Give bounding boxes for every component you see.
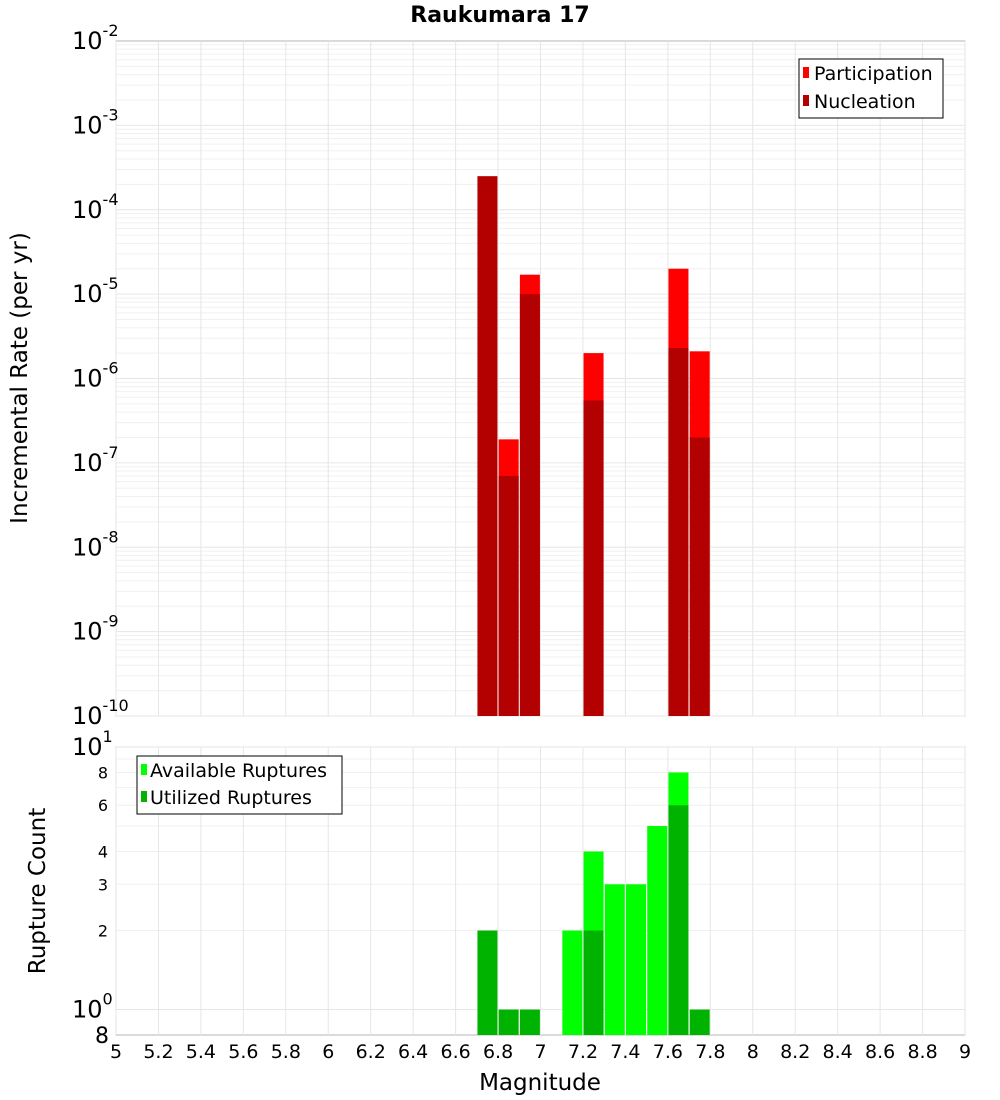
count-y-major-tick-label: 101 (72, 727, 113, 761)
nucleation-bar (668, 347, 689, 716)
utilized-ruptures-bar (668, 805, 689, 1035)
utilized-ruptures-bar (519, 1009, 540, 1035)
rate-legend-box (798, 58, 944, 119)
x-tick-label: 6.4 (398, 1041, 428, 1063)
available-ruptures-bar (626, 884, 647, 1035)
rate-y-axis-label: Incremental Rate (per yr) (7, 232, 33, 524)
rate-y-tick-label: 10-3 (72, 105, 119, 139)
utilized-ruptures-legend-label: Utilized Ruptures (150, 787, 312, 809)
rate-legend: Participation Nucleation (798, 58, 944, 119)
x-tick-label: 6.8 (483, 1041, 513, 1063)
available-ruptures-bar (647, 826, 668, 1035)
rate-y-tick-label: 10-9 (72, 612, 119, 646)
x-tick-label: 7.2 (568, 1041, 598, 1063)
count-legend: Available Ruptures Utilized Ruptures (136, 755, 343, 815)
x-tick-label: 8.4 (823, 1041, 853, 1063)
x-tick-label: 7.6 (653, 1041, 683, 1063)
rate-y-tick-label: 10-8 (72, 527, 119, 561)
count-y-major-tick-label: 100 (72, 990, 113, 1024)
utilized-ruptures-legend-swatch (141, 791, 147, 802)
participation-legend-swatch (803, 67, 809, 78)
x-tick-labels: 5 5.2 5.4 5.6 5.8 6 6.2 6.4 6.6 6.8 7 7.2 7.4 7.6 7.8 8… (110, 1041, 971, 1063)
x-tick-label: 5.8 (271, 1041, 301, 1063)
rate-y-tick-label: 10-4 (72, 190, 119, 224)
utilized-ruptures-bar (498, 1009, 519, 1035)
rate-y-tick-label: 10-10 (72, 696, 129, 730)
nucleation-legend-label: Nucleation (814, 91, 916, 113)
count-y-bottom-tick-label: 8 (95, 1024, 109, 1049)
count-y-minor-tick-label: 6 (98, 796, 108, 815)
x-tick-label: 8.8 (907, 1041, 937, 1063)
rate-bars (477, 176, 710, 716)
nucleation-bar (583, 400, 604, 716)
x-tick-label: 6 (322, 1041, 334, 1063)
x-tick-label: 7.4 (610, 1041, 640, 1063)
available-ruptures-bar (562, 930, 583, 1035)
x-tick-label: 5.4 (186, 1041, 216, 1063)
count-y-minor-tick-label: 8 (98, 763, 108, 782)
x-axis-label: Magnitude (479, 1070, 601, 1096)
x-tick-label: 5.2 (143, 1041, 173, 1063)
nucleation-bar (498, 475, 519, 716)
x-tick-label: 7.8 (695, 1041, 725, 1063)
nucleation-bar (477, 176, 498, 716)
utilized-ruptures-bar (583, 930, 604, 1035)
count-y-minor-tick-label: 4 (98, 842, 108, 861)
utilized-ruptures-bar (477, 930, 498, 1035)
utilized-ruptures-bar (689, 1009, 710, 1035)
x-tick-label: 6.6 (440, 1041, 470, 1063)
count-y-axis-label: Rupture Count (25, 808, 51, 974)
rate-y-tick-label: 10-6 (72, 359, 119, 393)
x-tick-label: 7 (534, 1041, 546, 1063)
participation-legend-label: Participation (814, 63, 933, 85)
available-ruptures-bar (604, 884, 625, 1035)
count-y-minor-tick-label: 2 (98, 922, 108, 941)
rate-y-tick-label: 10-7 (72, 443, 119, 477)
count-y-minor-tick-label: 3 (98, 875, 108, 894)
x-tick-label: 5 (110, 1041, 122, 1063)
nucleation-bar (689, 437, 710, 716)
rate-gridlines (115, 41, 966, 717)
x-tick-label: 5.6 (228, 1041, 258, 1063)
x-tick-label: 8 (747, 1041, 759, 1063)
x-tick-label: 8.6 (865, 1041, 895, 1063)
count-y-tick-labels: 100 101 2 3 4 6 8 8 (72, 727, 113, 1049)
x-tick-label: 8.2 (780, 1041, 810, 1063)
count-bars (477, 772, 710, 1035)
rate-y-tick-label: 10-2 (72, 21, 119, 55)
rate-y-tick-label: 10-5 (72, 274, 119, 308)
available-ruptures-legend-swatch (141, 764, 147, 775)
count-legend-box (136, 755, 343, 815)
nucleation-bar (519, 294, 540, 716)
count-panel: 100 101 2 3 4 6 8 8 5 5.2 5.4 5.6 5.8 6 6.2 6.4 6.6 6.8 7… (25, 727, 971, 1096)
x-tick-label: 6.2 (356, 1041, 386, 1063)
x-tick-label: 9 (959, 1041, 971, 1063)
nucleation-legend-swatch (803, 95, 809, 106)
chart-title: Raukumara 17 (410, 3, 589, 28)
available-ruptures-legend-label: Available Ruptures (150, 760, 327, 782)
rate-panel: 10-10 10-9 10-8 10-7 10-6 10-5 10-4 10-3 10-2 In… (7, 21, 966, 730)
